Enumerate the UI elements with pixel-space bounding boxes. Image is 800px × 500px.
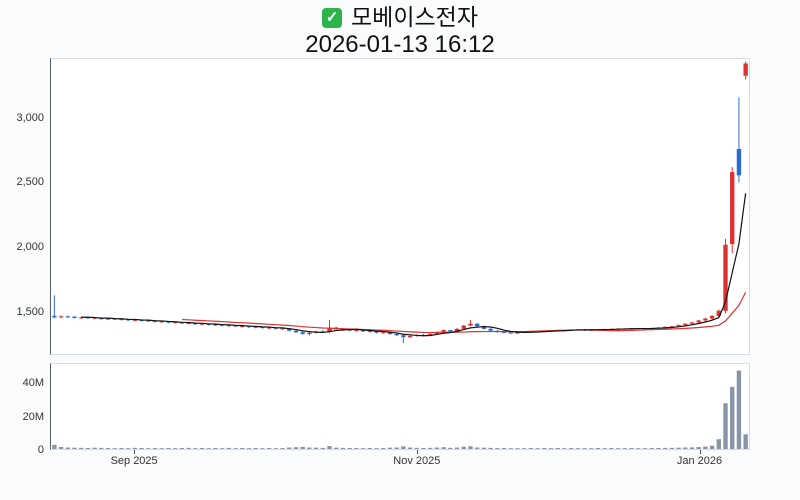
checkmark-icon: ✓ bbox=[325, 9, 339, 26]
volume-tick-label: 0 bbox=[37, 444, 44, 456]
price-tick-label: 3,000 bbox=[16, 111, 44, 124]
volume-bars-svg bbox=[52, 370, 748, 449]
volume-tick-label: 40M bbox=[22, 377, 44, 390]
date-tick-label: Nov 2025 bbox=[393, 455, 441, 467]
chart-header: ✓ 모베이스전자 2026-01-13 16:12 bbox=[0, 0, 800, 59]
stock-title: 모베이스전자 bbox=[351, 4, 478, 30]
volume-tick-label: 20M bbox=[22, 410, 44, 423]
price-tick-label: 2,500 bbox=[16, 176, 44, 189]
price-tick-label: 1,500 bbox=[16, 305, 44, 318]
title-row: ✓ 모베이스전자 bbox=[0, 3, 800, 31]
date-tick-mark bbox=[699, 450, 701, 454]
date-tick-mark bbox=[134, 450, 136, 454]
price-tick-label: 2,000 bbox=[16, 240, 44, 253]
date-tick-mark bbox=[416, 450, 418, 454]
date-tick-label: Sep 2025 bbox=[110, 455, 158, 467]
date-tick-label: Jan 2026 bbox=[676, 455, 723, 467]
price-candlestick-svg bbox=[52, 61, 748, 344]
price-chart-panel bbox=[50, 58, 750, 355]
checked-checkbox-icon: ✓ bbox=[322, 8, 343, 28]
volume-chart-panel bbox=[50, 363, 750, 450]
chart-timestamp: 2026-01-13 16:12 bbox=[305, 31, 495, 58]
